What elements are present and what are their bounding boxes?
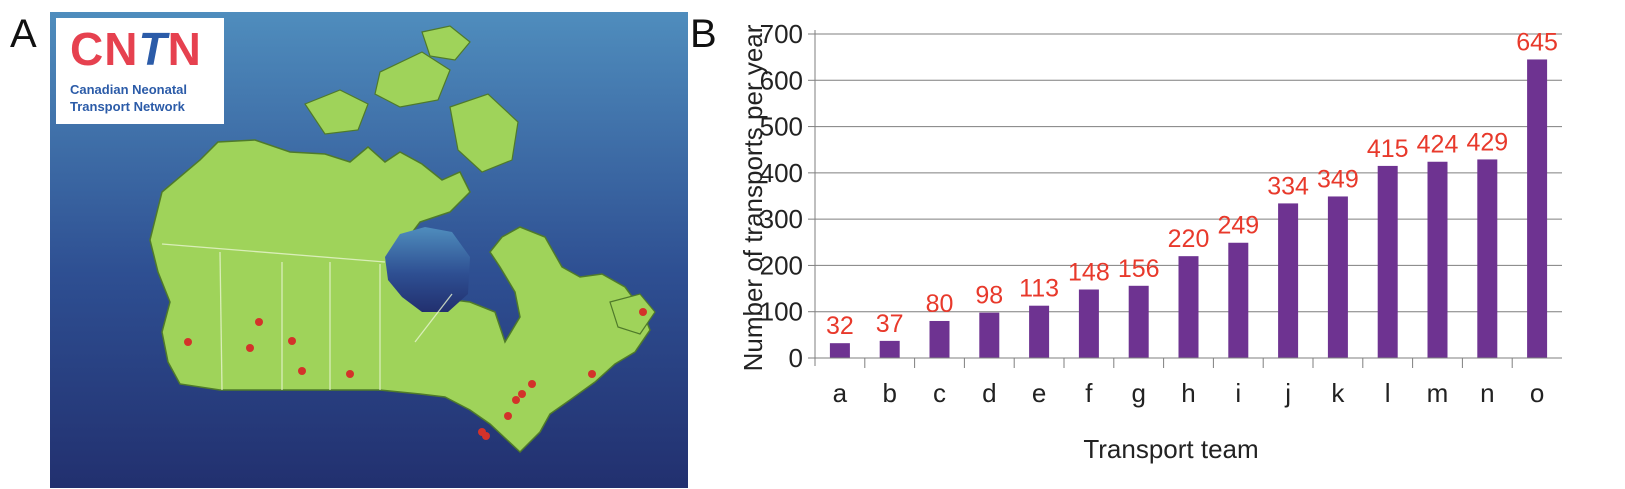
x-tick-label-i: i — [1235, 378, 1241, 408]
panel-a-letter: A — [10, 12, 37, 56]
marker — [246, 344, 254, 352]
arctic-island-3 — [449, 93, 519, 173]
x-tick-label-l: l — [1385, 378, 1391, 408]
y-tick-label: 400 — [760, 158, 803, 188]
marker — [184, 338, 192, 346]
newfoundland — [609, 293, 656, 335]
value-label-l: 415 — [1367, 135, 1409, 163]
hudson-bay — [385, 227, 470, 312]
x-tick-label-m: m — [1427, 378, 1449, 408]
logo-title-t: T — [138, 23, 168, 75]
marker — [346, 370, 354, 378]
value-label-m: 424 — [1417, 131, 1459, 159]
canada-map: CNTN Canadian Neonatal Transport Network — [50, 12, 688, 488]
marker — [588, 370, 596, 378]
bar-g — [1128, 285, 1149, 358]
value-label-b: 37 — [876, 310, 904, 338]
y-tick-label: 300 — [760, 204, 803, 234]
value-label-a: 32 — [826, 312, 854, 340]
x-tick-label-b: b — [882, 378, 896, 408]
logo-title-n: N — [167, 23, 202, 75]
marker — [288, 337, 296, 345]
bar-k — [1327, 196, 1348, 358]
x-tick-label-j: j — [1284, 378, 1291, 408]
x-axis-title: Transport team — [1083, 434, 1258, 464]
marker — [255, 318, 263, 326]
panel-b-letter: B — [690, 12, 717, 56]
y-tick-label: 0 — [789, 343, 803, 373]
arctic-island-1 — [304, 89, 369, 135]
map-svg — [50, 12, 688, 488]
logo-subtitle-line1: Canadian Neonatal — [70, 82, 188, 97]
value-label-n: 429 — [1466, 128, 1508, 156]
x-tick-label-e: e — [1032, 378, 1046, 408]
value-label-k: 349 — [1317, 165, 1359, 193]
bar-b — [879, 340, 900, 358]
x-tick-label-n: n — [1480, 378, 1494, 408]
cntn-logo: CNTN Canadian Neonatal Transport Network — [56, 18, 224, 124]
logo-title-cn: CN — [70, 23, 139, 75]
bar-e — [1029, 305, 1050, 358]
province-borders — [161, 243, 453, 391]
y-tick-label: 700 — [760, 19, 803, 49]
x-tick-label-d: d — [982, 378, 996, 408]
bar-n — [1477, 159, 1498, 358]
x-tick-label-f: f — [1085, 378, 1093, 408]
bar-a — [829, 343, 850, 358]
x-tick-label-h: h — [1181, 378, 1195, 408]
value-label-h: 220 — [1168, 225, 1210, 253]
y-tick-label: 500 — [760, 112, 803, 142]
bar-m — [1427, 161, 1448, 358]
value-labels: 32 37 80 98 113 148 156 220 249 334 349 415 424 429 64… — [826, 28, 1558, 340]
y-tick-label: 600 — [760, 65, 803, 95]
value-label-i: 249 — [1217, 212, 1259, 240]
bar-d — [979, 312, 1000, 358]
x-tick-label-k: k — [1331, 378, 1345, 408]
marker — [639, 308, 647, 316]
logo-title: CNTN — [70, 22, 202, 76]
marker — [512, 396, 520, 404]
team-markers — [184, 308, 647, 440]
axes: 0 100 200 300 400 500 600 700 a b c d e f g h i j k l m n o — [760, 19, 1562, 408]
bar-j — [1278, 203, 1299, 358]
arctic-island-4 — [421, 25, 471, 61]
x-tick-label-a: a — [833, 378, 848, 408]
marker — [518, 390, 526, 398]
bar-f — [1078, 289, 1099, 358]
value-label-f: 148 — [1068, 258, 1110, 286]
marker — [298, 367, 306, 375]
bar-c — [929, 320, 950, 358]
canada-mainland — [149, 139, 651, 454]
bars — [829, 59, 1548, 358]
marker — [528, 380, 536, 388]
arctic-island-2 — [374, 51, 451, 108]
y-axis-title: Number of transports per year — [740, 24, 768, 371]
x-tick-label-o: o — [1530, 378, 1544, 408]
bar-chart: 0 100 200 300 400 500 600 700 a b c d e f g h i j k l m n o 32… — [740, 19, 1562, 464]
value-label-c: 80 — [926, 290, 954, 318]
bar-o — [1527, 59, 1548, 358]
y-tick-label: 200 — [760, 250, 803, 280]
bar-l — [1377, 165, 1398, 358]
value-label-o: 645 — [1516, 28, 1558, 56]
logo-subtitle-line2: Transport Network — [70, 99, 185, 114]
value-label-e: 113 — [1019, 275, 1059, 303]
value-label-d: 98 — [975, 282, 1003, 310]
bar-i — [1228, 242, 1249, 358]
marker — [504, 412, 512, 420]
x-tick-label-c: c — [933, 378, 946, 408]
x-tick-label-g: g — [1131, 378, 1145, 408]
bar-h — [1178, 256, 1199, 358]
y-tick-label: 100 — [760, 297, 803, 327]
value-label-j: 334 — [1267, 172, 1309, 200]
value-label-g: 156 — [1118, 255, 1160, 283]
marker — [482, 432, 490, 440]
